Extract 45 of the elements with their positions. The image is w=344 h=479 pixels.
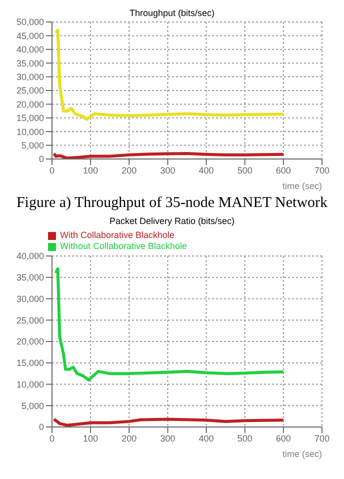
- legend-label: With Collaborative Blackhole: [60, 230, 175, 240]
- x-tick-label: 200: [122, 433, 137, 444]
- y-tick-label: 25,000: [16, 86, 44, 96]
- y-tick-label: 30,000: [16, 294, 44, 304]
- x-tick-label: 200: [122, 165, 137, 176]
- x-tick-label: 100: [83, 165, 98, 176]
- line-series: [54, 28, 285, 121]
- y-tick-label: 30,000: [16, 72, 44, 82]
- y-tick-label: 0: [38, 154, 44, 164]
- x-tick-label: 100: [83, 433, 98, 444]
- y-tick-label: 15,000: [16, 113, 44, 124]
- x-axis-title: time (sec): [282, 449, 322, 459]
- y-tick-label: 50,000: [16, 17, 44, 28]
- y-tick-label: 35,000: [16, 272, 44, 283]
- x-tick-label: 400: [198, 433, 214, 444]
- chart-title: Packet Delivery Ratio (bits/sec): [108, 216, 236, 226]
- x-tick-label: 400: [198, 165, 214, 176]
- x-tick-label: 600: [276, 433, 291, 444]
- y-tick-label: 45,000: [16, 30, 44, 41]
- x-axis-title: time (sec): [282, 181, 322, 191]
- y-tick-label: 25,000: [16, 315, 44, 326]
- x-tick-label: 300: [160, 433, 176, 444]
- y-tick-label: 0: [38, 422, 44, 432]
- y-tick-label: 40,000: [16, 44, 44, 55]
- y-tick-label: 5,000: [21, 140, 44, 150]
- x-tick-label: 500: [237, 165, 252, 176]
- y-tick-label: 10,000: [16, 379, 44, 390]
- y-tick-label: 15,000: [16, 358, 44, 368]
- y-tick-label: 5,000: [21, 400, 44, 411]
- x-tick-label: 700: [314, 433, 330, 444]
- y-tick-label: 40,000: [16, 251, 44, 262]
- x-tick-label: 700: [314, 165, 330, 176]
- y-tick-label: 20,000: [16, 99, 44, 110]
- x-tick-label: 0: [49, 433, 55, 444]
- x-tick-label: 500: [237, 433, 252, 444]
- text: Figure a) Throughput of 35-node MANET Network: [15, 195, 329, 212]
- y-tick-label: 20,000: [16, 336, 44, 347]
- y-tick-label: 35,000: [16, 58, 44, 68]
- x-tick-label: 300: [160, 165, 176, 176]
- chart-title: Throughput (bits/sec): [128, 8, 216, 18]
- y-tick-label: 10,000: [16, 126, 44, 137]
- x-tick-label: 600: [276, 165, 291, 176]
- legend-label: Without Collaborative Blackhole: [60, 241, 188, 251]
- x-tick-label: 0: [49, 165, 55, 176]
- line-series: [54, 267, 285, 382]
